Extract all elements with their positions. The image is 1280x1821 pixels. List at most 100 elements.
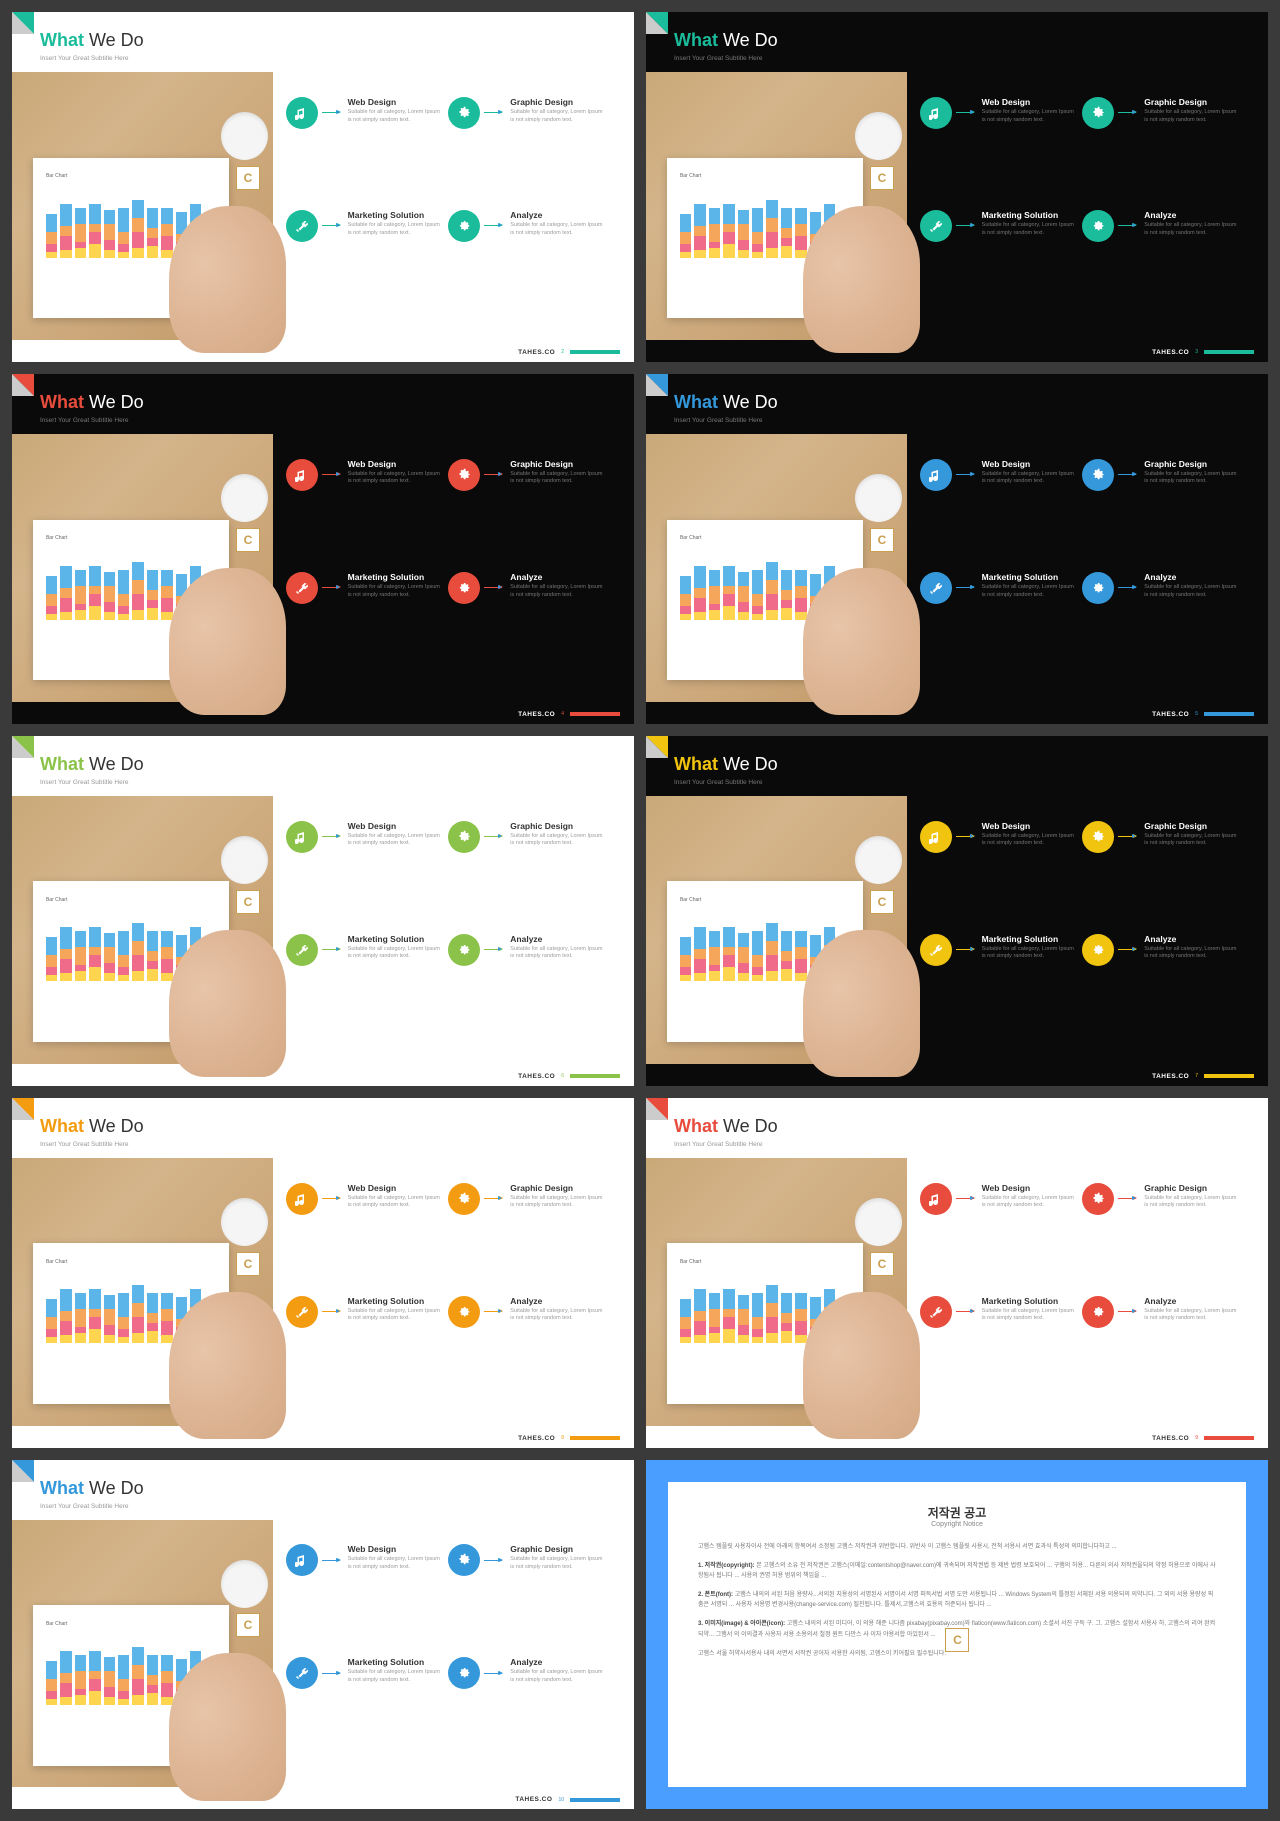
coffee-cup	[855, 474, 902, 522]
slide-2: What We Do Insert Your Great Subtitle He…	[12, 12, 634, 362]
gear-icon	[1082, 1183, 1114, 1215]
tools-icon	[286, 210, 318, 242]
item-title: Analyze	[1144, 1296, 1237, 1306]
item-desc: Suitable for all category, Lorem Ipsum i…	[982, 109, 1075, 124]
hand	[169, 568, 287, 715]
music-icon	[920, 97, 952, 129]
item-desc: Suitable for all category, Lorem Ipsum i…	[510, 1556, 603, 1571]
item-title: Analyze	[1144, 572, 1237, 582]
item-graphic-design: .arrow:after{border-left-color:#1abc9c} …	[1082, 97, 1237, 202]
gear2-icon	[448, 210, 480, 242]
coffee-cup	[221, 836, 268, 884]
item-graphic-design: .arrow:after{border-left-color:#8bc34a} …	[448, 821, 603, 926]
item-desc: Suitable for all category, Lorem Ipsum i…	[1144, 1195, 1237, 1210]
item-marketing: .arrow:after{border-left-color:#e74c3c} …	[286, 572, 441, 677]
item-desc: Suitable for all category, Lorem Ipsum i…	[1144, 471, 1237, 486]
slide-7: What We Do Insert Your Great Subtitle He…	[646, 736, 1268, 1086]
gear2-icon	[1082, 572, 1114, 604]
item-marketing: .arrow:after{border-left-color:#f39c12} …	[286, 1296, 441, 1401]
slide-title: What We Do	[674, 1116, 1240, 1137]
corner-fold	[12, 1460, 34, 1482]
tools-icon	[920, 210, 952, 242]
brand-label: TAHES.CO	[518, 1435, 555, 1442]
item-title: Marketing Solution	[348, 1296, 441, 1306]
item-desc: Suitable for all category, Lorem Ipsum i…	[348, 1308, 441, 1323]
logo-badge: C	[870, 166, 894, 190]
photo-area: Bar Chart	[646, 1158, 907, 1426]
item-graphic-design: .arrow:after{border-left-color:#f39c12} …	[448, 1183, 603, 1288]
item-title: Graphic Design	[510, 1183, 603, 1193]
tools-icon	[286, 572, 318, 604]
music-icon	[286, 1183, 318, 1215]
item-title: Marketing Solution	[348, 572, 441, 582]
item-web-design: .arrow:after{border-left-color:#1abc9c} …	[286, 97, 441, 202]
slide-title: What We Do	[40, 1116, 606, 1137]
item-desc: Suitable for all category, Lorem Ipsum i…	[1144, 222, 1237, 237]
corner-fold	[646, 1098, 668, 1120]
accent-bar	[570, 1436, 620, 1440]
page-number: 9	[1195, 1435, 1198, 1441]
slide-title: What We Do	[674, 392, 1240, 413]
slide-6: What We Do Insert Your Great Subtitle He…	[12, 736, 634, 1086]
accent-bar	[1204, 350, 1254, 354]
slide-subtitle: Insert Your Great Subtitle Here	[40, 1141, 606, 1148]
photo-area: Bar Chart	[12, 796, 273, 1064]
tools-icon	[286, 1657, 318, 1689]
item-desc: Suitable for all category, Lorem Ipsum i…	[510, 833, 603, 848]
gear-icon	[448, 459, 480, 491]
items-grid: .arrow:after{border-left-color:#e74c3c} …	[273, 434, 634, 702]
item-analyze: .arrow:after{border-left-color:#e74c3c} …	[448, 572, 603, 677]
item-title: Web Design	[348, 821, 441, 831]
brand-label: TAHES.CO	[518, 711, 555, 718]
item-web-design: .arrow:after{border-left-color:#f1c40f} …	[920, 821, 1075, 926]
item-graphic-design: .arrow:after{border-left-color:#1abc9c} …	[448, 97, 603, 202]
item-desc: Suitable for all category, Lorem Ipsum i…	[348, 1669, 441, 1684]
item-desc: Suitable for all category, Lorem Ipsum i…	[510, 946, 603, 961]
item-desc: Suitable for all category, Lorem Ipsum i…	[1144, 109, 1237, 124]
gear2-icon	[448, 1657, 480, 1689]
music-icon	[286, 459, 318, 491]
photo-area: Bar Chart	[12, 1520, 273, 1788]
item-desc: Suitable for all category, Lorem Ipsum i…	[510, 222, 603, 237]
accent-bar	[570, 712, 620, 716]
logo-badge: C	[236, 890, 260, 914]
item-desc: Suitable for all category, Lorem Ipsum i…	[510, 109, 603, 124]
brand-label: TAHES.CO	[1152, 711, 1189, 718]
slide-title: What We Do	[40, 1478, 606, 1499]
logo-badge: C	[236, 528, 260, 552]
hand	[169, 1292, 287, 1439]
page-number: 4	[561, 711, 564, 717]
item-analyze: .arrow:after{border-left-color:#e74c3c} …	[1082, 1296, 1237, 1401]
tools-icon	[920, 934, 952, 966]
item-marketing: .arrow:after{border-left-color:#8bc34a} …	[286, 934, 441, 1039]
page-number: 10	[558, 1797, 564, 1803]
logo-badge: C	[870, 890, 894, 914]
item-graphic-design: .arrow:after{border-left-color:#e74c3c} …	[448, 459, 603, 564]
slide-5: What We Do Insert Your Great Subtitle He…	[646, 374, 1268, 724]
items-grid: .arrow:after{border-left-color:#f1c40f} …	[907, 796, 1268, 1064]
item-web-design: .arrow:after{border-left-color:#3498db} …	[920, 459, 1075, 564]
photo-area: Bar Chart	[646, 796, 907, 1064]
item-title: Analyze	[510, 210, 603, 220]
item-title: Web Design	[348, 1183, 441, 1193]
item-title: Marketing Solution	[348, 934, 441, 944]
item-title: Marketing Solution	[348, 1657, 441, 1667]
gear-icon	[448, 821, 480, 853]
item-graphic-design: .arrow:after{border-left-color:#f1c40f} …	[1082, 821, 1237, 926]
gear-icon	[448, 1544, 480, 1576]
tools-icon	[920, 572, 952, 604]
copyright-notice-slide: 저작권 공고 Copyright Notice 고햄스 템플릿 사용자이사 전에…	[646, 1460, 1268, 1810]
item-title: Web Design	[982, 459, 1075, 469]
hand	[169, 206, 287, 353]
brand-label: TAHES.CO	[515, 1796, 552, 1803]
brand-label: TAHES.CO	[518, 1073, 555, 1080]
item-title: Analyze	[1144, 934, 1237, 944]
page-number: 8	[561, 1435, 564, 1441]
page-number: 6	[561, 1073, 564, 1079]
slide-subtitle: Insert Your Great Subtitle Here	[674, 1141, 1240, 1148]
slide-8: What We Do Insert Your Great Subtitle He…	[12, 1098, 634, 1448]
page-number: 7	[1195, 1073, 1198, 1079]
accent-bar	[570, 350, 620, 354]
item-analyze: .arrow:after{border-left-color:#3498db} …	[1082, 572, 1237, 677]
slide-subtitle: Insert Your Great Subtitle Here	[40, 779, 606, 786]
